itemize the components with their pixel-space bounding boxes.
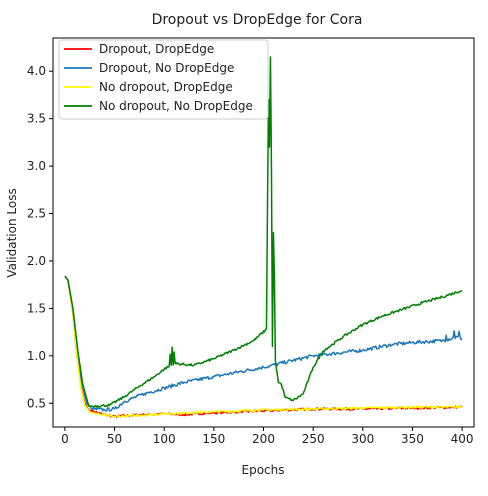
y-axis-ticks: 0.5 1.0 1.5 2.0 2.5 3.0 3.5 4.0 xyxy=(27,64,53,410)
series-line-3 xyxy=(64,275,463,419)
legend-label-2: Dropout, No DropEdge xyxy=(99,61,234,75)
y-tick-label: 1.0 xyxy=(27,349,46,363)
x-tick-label: 0 xyxy=(61,432,69,446)
legend-box xyxy=(58,39,269,120)
x-tick-label: 200 xyxy=(252,432,275,446)
x-axis-label: Epochs xyxy=(242,463,285,477)
x-tick-label: 400 xyxy=(451,432,474,446)
x-axis-ticks: 0 50 100 150 200 250 300 350 400 xyxy=(61,427,474,446)
y-tick-label: 4.0 xyxy=(27,64,46,78)
x-tick-label: 100 xyxy=(153,432,176,446)
y-tick-label: 2.5 xyxy=(27,207,46,221)
y-tick-label: 1.5 xyxy=(27,301,46,315)
legend: Dropout, DropEdge Dropout, No DropEdge No … xyxy=(58,39,269,120)
plot-lines xyxy=(64,56,463,419)
legend-label-1: Dropout, DropEdge xyxy=(99,42,214,56)
legend-label-3: No dropout, DropEdge xyxy=(99,80,233,94)
y-axis-label: Validation Loss xyxy=(5,188,19,277)
series-line-2 xyxy=(64,275,463,412)
y-tick-label: 3.5 xyxy=(27,112,46,126)
y-tick-label: 2.0 xyxy=(27,254,46,268)
series-line-4 xyxy=(64,56,463,408)
x-tick-label: 150 xyxy=(202,432,225,446)
x-tick-label: 300 xyxy=(351,432,374,446)
y-tick-label: 3.0 xyxy=(27,159,46,173)
chart-title: Dropout vs DropEdge for Cora xyxy=(152,12,363,28)
x-tick-label: 50 xyxy=(107,432,122,446)
x-tick-label: 250 xyxy=(302,432,325,446)
x-tick-label: 350 xyxy=(401,432,424,446)
legend-label-4: No dropout, No DropEdge xyxy=(99,99,253,113)
y-tick-label: 0.5 xyxy=(27,396,46,410)
